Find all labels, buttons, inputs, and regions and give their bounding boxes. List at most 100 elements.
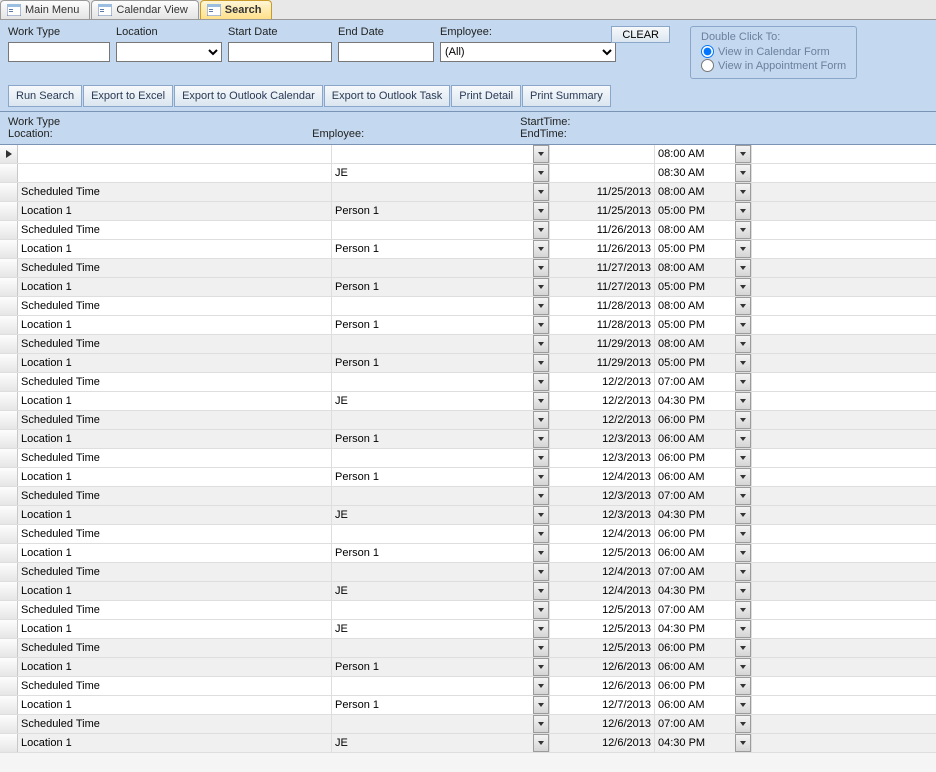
cell-employee[interactable]: Person 1 [332, 278, 550, 296]
employee-dropdown-icon[interactable] [533, 297, 549, 315]
cell-time[interactable]: 06:00 PM [655, 677, 752, 695]
print-summary-button[interactable]: Print Summary [522, 85, 611, 107]
cell-date[interactable]: 12/2/2013 [550, 392, 655, 410]
employee-dropdown-icon[interactable] [533, 544, 549, 562]
cell-employee[interactable]: Person 1 [332, 658, 550, 676]
cell-worktype[interactable]: Scheduled Time [18, 259, 332, 277]
cell-date[interactable]: 11/26/2013 [550, 240, 655, 258]
tab-search[interactable]: Search [200, 0, 273, 19]
employee-dropdown-icon[interactable] [533, 164, 549, 182]
table-row[interactable]: Location 1JE12/3/201304:30 PM [0, 506, 936, 525]
cell-date[interactable]: 12/5/2013 [550, 639, 655, 657]
cell-time[interactable]: 06:00 PM [655, 411, 752, 429]
table-row[interactable]: Scheduled Time11/25/201308:00 AM [0, 183, 936, 202]
cell-employee[interactable]: Person 1 [332, 316, 550, 334]
row-selector[interactable] [0, 449, 18, 467]
row-selector[interactable] [0, 240, 18, 258]
cell-employee[interactable]: JE [332, 734, 550, 752]
time-dropdown-icon[interactable] [735, 430, 751, 448]
employee-dropdown-icon[interactable] [533, 506, 549, 524]
cell-worktype[interactable]: Location 1 [18, 506, 332, 524]
cell-time[interactable]: 07:00 AM [655, 487, 752, 505]
row-selector[interactable] [0, 278, 18, 296]
cell-employee[interactable] [332, 145, 550, 163]
row-selector[interactable] [0, 411, 18, 429]
tab-calendar-view[interactable]: Calendar View [91, 0, 198, 19]
row-selector[interactable] [0, 354, 18, 372]
cell-worktype[interactable]: Scheduled Time [18, 411, 332, 429]
table-row[interactable]: Scheduled Time12/4/201307:00 AM [0, 563, 936, 582]
row-selector[interactable] [0, 544, 18, 562]
table-row[interactable]: Scheduled Time11/27/201308:00 AM [0, 259, 936, 278]
cell-employee[interactable] [332, 297, 550, 315]
row-selector[interactable] [0, 468, 18, 486]
employee-dropdown-icon[interactable] [533, 601, 549, 619]
table-row[interactable]: Location 1JE12/6/201304:30 PM [0, 734, 936, 753]
cell-employee[interactable]: JE [332, 506, 550, 524]
cell-worktype[interactable]: Location 1 [18, 582, 332, 600]
cell-worktype[interactable]: Location 1 [18, 392, 332, 410]
time-dropdown-icon[interactable] [735, 335, 751, 353]
cell-worktype[interactable]: Scheduled Time [18, 487, 332, 505]
cell-employee[interactable] [332, 373, 550, 391]
cell-employee[interactable]: Person 1 [332, 202, 550, 220]
cell-worktype[interactable]: Scheduled Time [18, 677, 332, 695]
row-selector[interactable] [0, 392, 18, 410]
employee-dropdown-icon[interactable] [533, 259, 549, 277]
row-selector[interactable] [0, 563, 18, 581]
cell-time[interactable]: 05:00 PM [655, 354, 752, 372]
table-row[interactable]: Location 1Person 111/25/201305:00 PM [0, 202, 936, 221]
row-selector[interactable] [0, 696, 18, 714]
time-dropdown-icon[interactable] [735, 164, 751, 182]
row-selector[interactable] [0, 164, 18, 182]
cell-employee[interactable] [332, 221, 550, 239]
cell-date[interactable]: 11/25/2013 [550, 202, 655, 220]
cell-employee[interactable] [332, 525, 550, 543]
cell-time[interactable]: 04:30 PM [655, 620, 752, 638]
table-row[interactable]: Scheduled Time12/6/201307:00 AM [0, 715, 936, 734]
time-dropdown-icon[interactable] [735, 392, 751, 410]
time-dropdown-icon[interactable] [735, 411, 751, 429]
row-selector[interactable] [0, 582, 18, 600]
employee-dropdown-icon[interactable] [533, 202, 549, 220]
cell-date[interactable]: 12/3/2013 [550, 449, 655, 467]
time-dropdown-icon[interactable] [735, 259, 751, 277]
cell-employee[interactable] [332, 487, 550, 505]
table-row[interactable]: Location 1Person 112/6/201306:00 AM [0, 658, 936, 677]
cell-date[interactable] [550, 164, 655, 182]
time-dropdown-icon[interactable] [735, 620, 751, 638]
table-row[interactable]: Location 1Person 111/27/201305:00 PM [0, 278, 936, 297]
cell-time[interactable]: 05:00 PM [655, 240, 752, 258]
cell-time[interactable]: 06:00 PM [655, 525, 752, 543]
cell-employee[interactable]: JE [332, 620, 550, 638]
employee-dropdown-icon[interactable] [533, 468, 549, 486]
cell-employee[interactable] [332, 639, 550, 657]
row-selector[interactable] [0, 202, 18, 220]
cell-date[interactable]: 12/5/2013 [550, 544, 655, 562]
table-row[interactable]: JE08:30 AM [0, 164, 936, 183]
cell-date[interactable]: 12/2/2013 [550, 373, 655, 391]
cell-date[interactable]: 12/6/2013 [550, 658, 655, 676]
time-dropdown-icon[interactable] [735, 183, 751, 201]
row-selector[interactable] [0, 487, 18, 505]
row-selector[interactable] [0, 715, 18, 733]
table-row[interactable]: Scheduled Time12/5/201306:00 PM [0, 639, 936, 658]
cell-employee[interactable] [332, 563, 550, 581]
employee-dropdown-icon[interactable] [533, 658, 549, 676]
table-row[interactable]: Scheduled Time11/29/201308:00 AM [0, 335, 936, 354]
cell-time[interactable]: 08:00 AM [655, 259, 752, 277]
employee-dropdown-icon[interactable] [533, 221, 549, 239]
export-outlook-task-button[interactable]: Export to Outlook Task [324, 85, 450, 107]
tab-main-menu[interactable]: Main Menu [0, 0, 90, 19]
table-row[interactable]: Location 1Person 111/26/201305:00 PM [0, 240, 936, 259]
time-dropdown-icon[interactable] [735, 544, 751, 562]
enddate-input[interactable] [338, 42, 434, 62]
table-row[interactable]: Location 1Person 112/3/201306:00 AM [0, 430, 936, 449]
cell-time[interactable]: 06:00 AM [655, 544, 752, 562]
cell-employee[interactable] [332, 411, 550, 429]
time-dropdown-icon[interactable] [735, 601, 751, 619]
row-selector[interactable] [0, 620, 18, 638]
cell-date[interactable]: 12/3/2013 [550, 430, 655, 448]
cell-worktype[interactable]: Location 1 [18, 620, 332, 638]
cell-worktype[interactable]: Scheduled Time [18, 221, 332, 239]
